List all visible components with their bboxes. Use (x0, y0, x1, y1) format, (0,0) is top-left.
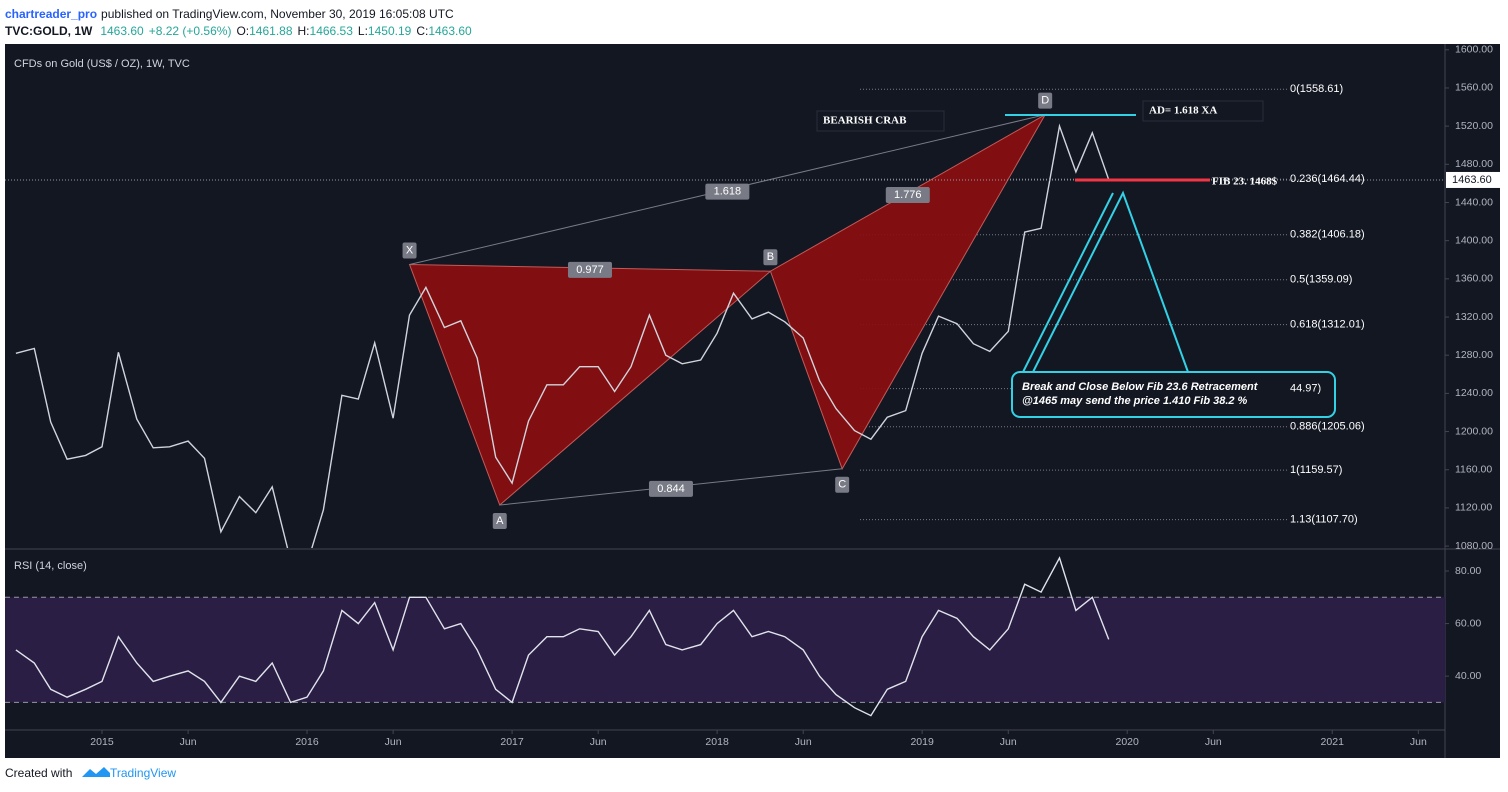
fib-label: 0(1558.61) (1290, 83, 1343, 95)
rsi-title: RSI (14, close) (14, 560, 87, 572)
x-tick-label: Jun (1410, 736, 1427, 748)
x-tick-label: 2021 (1321, 736, 1345, 748)
ohlc-label: O: (236, 24, 249, 38)
y-tick-label: 1200.00 (1455, 425, 1493, 437)
y-tick-label: 80.00 (1455, 565, 1481, 577)
ratio-box (705, 183, 750, 200)
price-line (15, 556, 1110, 717)
y-tick-label: 1520.00 (1455, 120, 1493, 132)
point-label-box (1038, 92, 1053, 109)
author[interactable]: chartreader_pro (5, 7, 97, 21)
ohlc-value: 1450.19 (368, 24, 412, 38)
footer-text: Created with (5, 766, 72, 780)
ad-box (1142, 100, 1264, 122)
x-tick-label: 2016 (295, 736, 319, 748)
y-tick-label: 1480.00 (1455, 158, 1493, 170)
pattern-title-box (816, 110, 945, 132)
x-tick-label: 2019 (910, 736, 934, 748)
footer-brand[interactable]: TradingView (110, 766, 176, 780)
callout-text: Break and Close Below Fib 23.6 Retraceme… (1022, 381, 1259, 393)
ratio-label: 0.977 (576, 264, 604, 276)
ratio-box (648, 480, 693, 497)
y-tick-label: 60.00 (1455, 617, 1481, 629)
ad-label: AD= 1.618 XA (1149, 105, 1217, 117)
fib-label: 0.382(1406.18) (1290, 229, 1365, 241)
y-tick-label: 1240.00 (1455, 387, 1493, 399)
last-price-label: 1463.60 (1452, 174, 1492, 186)
y-tick-label: 1320.00 (1455, 311, 1493, 323)
header-line: chartreader_pro published on TradingView.… (5, 7, 454, 21)
y-tick-label: 1440.00 (1455, 196, 1493, 208)
y-tick-label: 1280.00 (1455, 349, 1493, 361)
ohlc-label: C: (416, 24, 428, 38)
y-tick-label: 1560.00 (1455, 82, 1493, 94)
last: 1463.60 (100, 24, 144, 38)
ohlc-value: 1461.88 (249, 24, 293, 38)
ratio-label: 0.844 (657, 483, 685, 495)
y-tick-label: 1360.00 (1455, 273, 1493, 285)
pattern-title: BEARISH CRAB (823, 115, 907, 127)
callout-text: @1465 may send the price 1.410 Fib 38.2 … (1022, 395, 1248, 407)
x-tick-label: Jun (385, 736, 402, 748)
last-price-box (1446, 171, 1500, 188)
point-label-box (763, 249, 778, 266)
point-label-box (402, 242, 417, 259)
fib-label: 44.97) (1290, 383, 1321, 395)
ohlc-label: L: (358, 24, 368, 38)
ratio-box (567, 261, 612, 278)
point-label-box (835, 476, 850, 493)
symbol: TVC:GOLD, 1W (5, 24, 93, 38)
rsi-band (5, 597, 1445, 703)
ohlc-value: 1466.53 (310, 24, 354, 38)
point-label: D (1041, 95, 1049, 107)
x-tick-label: Jun (590, 736, 607, 748)
point-label: A (496, 515, 504, 527)
axes: 2015 Jun 2016 Jun 2017 Jun 2018 Jun 2019 Jun 2020 J… (90, 44, 1493, 748)
y-tick-label: 1080.00 (1455, 540, 1493, 552)
x-tick-label: Jun (795, 736, 812, 748)
y-tick-label: 1120.00 (1455, 502, 1492, 514)
ratio-label: 1.776 (894, 189, 922, 201)
callout-box (1011, 371, 1336, 418)
point-label: X (406, 244, 414, 256)
y-tick-label: 1160.00 (1455, 464, 1492, 476)
fib-label: 0.618(1312.01) (1290, 319, 1365, 331)
x-tick-label: 2017 (500, 736, 524, 748)
x-tick-label: Jun (180, 736, 197, 748)
logo (82, 767, 110, 777)
pane-title: CFDs on Gold (US$ / OZ), 1W, TVC (14, 58, 190, 70)
x-tick-label: Jun (1205, 736, 1222, 748)
fib-label: FIB 23. 1468$ (1212, 176, 1278, 188)
x-tick-label: 2015 (90, 736, 114, 748)
change: +8.22 (+0.56%) (149, 24, 232, 38)
fib-label: 1(1159.57) (1290, 464, 1342, 476)
point-label: C (838, 479, 846, 491)
x-tick-label: 2020 (1116, 736, 1140, 748)
point-label: B (767, 251, 774, 263)
symbol-line: TVC:GOLD, 1W 1463.60 +8.22 (+0.56%) O:1461.… (5, 24, 472, 38)
ratio-label: 1.618 (714, 186, 742, 198)
y-tick-label: 1600.00 (1455, 44, 1493, 56)
fib-label: 1.13(1107.70) (1290, 514, 1358, 526)
y-tick-label: 40.00 (1455, 670, 1481, 682)
fib-label: 0.5(1359.09) (1290, 274, 1352, 286)
published: published on TradingView.com, November 3… (101, 7, 454, 21)
fib-label: 0.236(1464.44) (1290, 173, 1365, 185)
ohlc-label: H: (298, 24, 310, 38)
ohlc-value: 1463.60 (428, 24, 472, 38)
rsi-pane (5, 556, 1445, 717)
fib-label: 0.886(1205.06) (1290, 421, 1365, 433)
price-line (15, 123, 1110, 548)
x-tick-label: 2018 (705, 736, 729, 748)
y-tick-label: 1400.00 (1455, 234, 1493, 246)
ratio-box (885, 186, 930, 203)
x-tick-label: Jun (1000, 736, 1017, 748)
point-label-box (492, 513, 507, 530)
